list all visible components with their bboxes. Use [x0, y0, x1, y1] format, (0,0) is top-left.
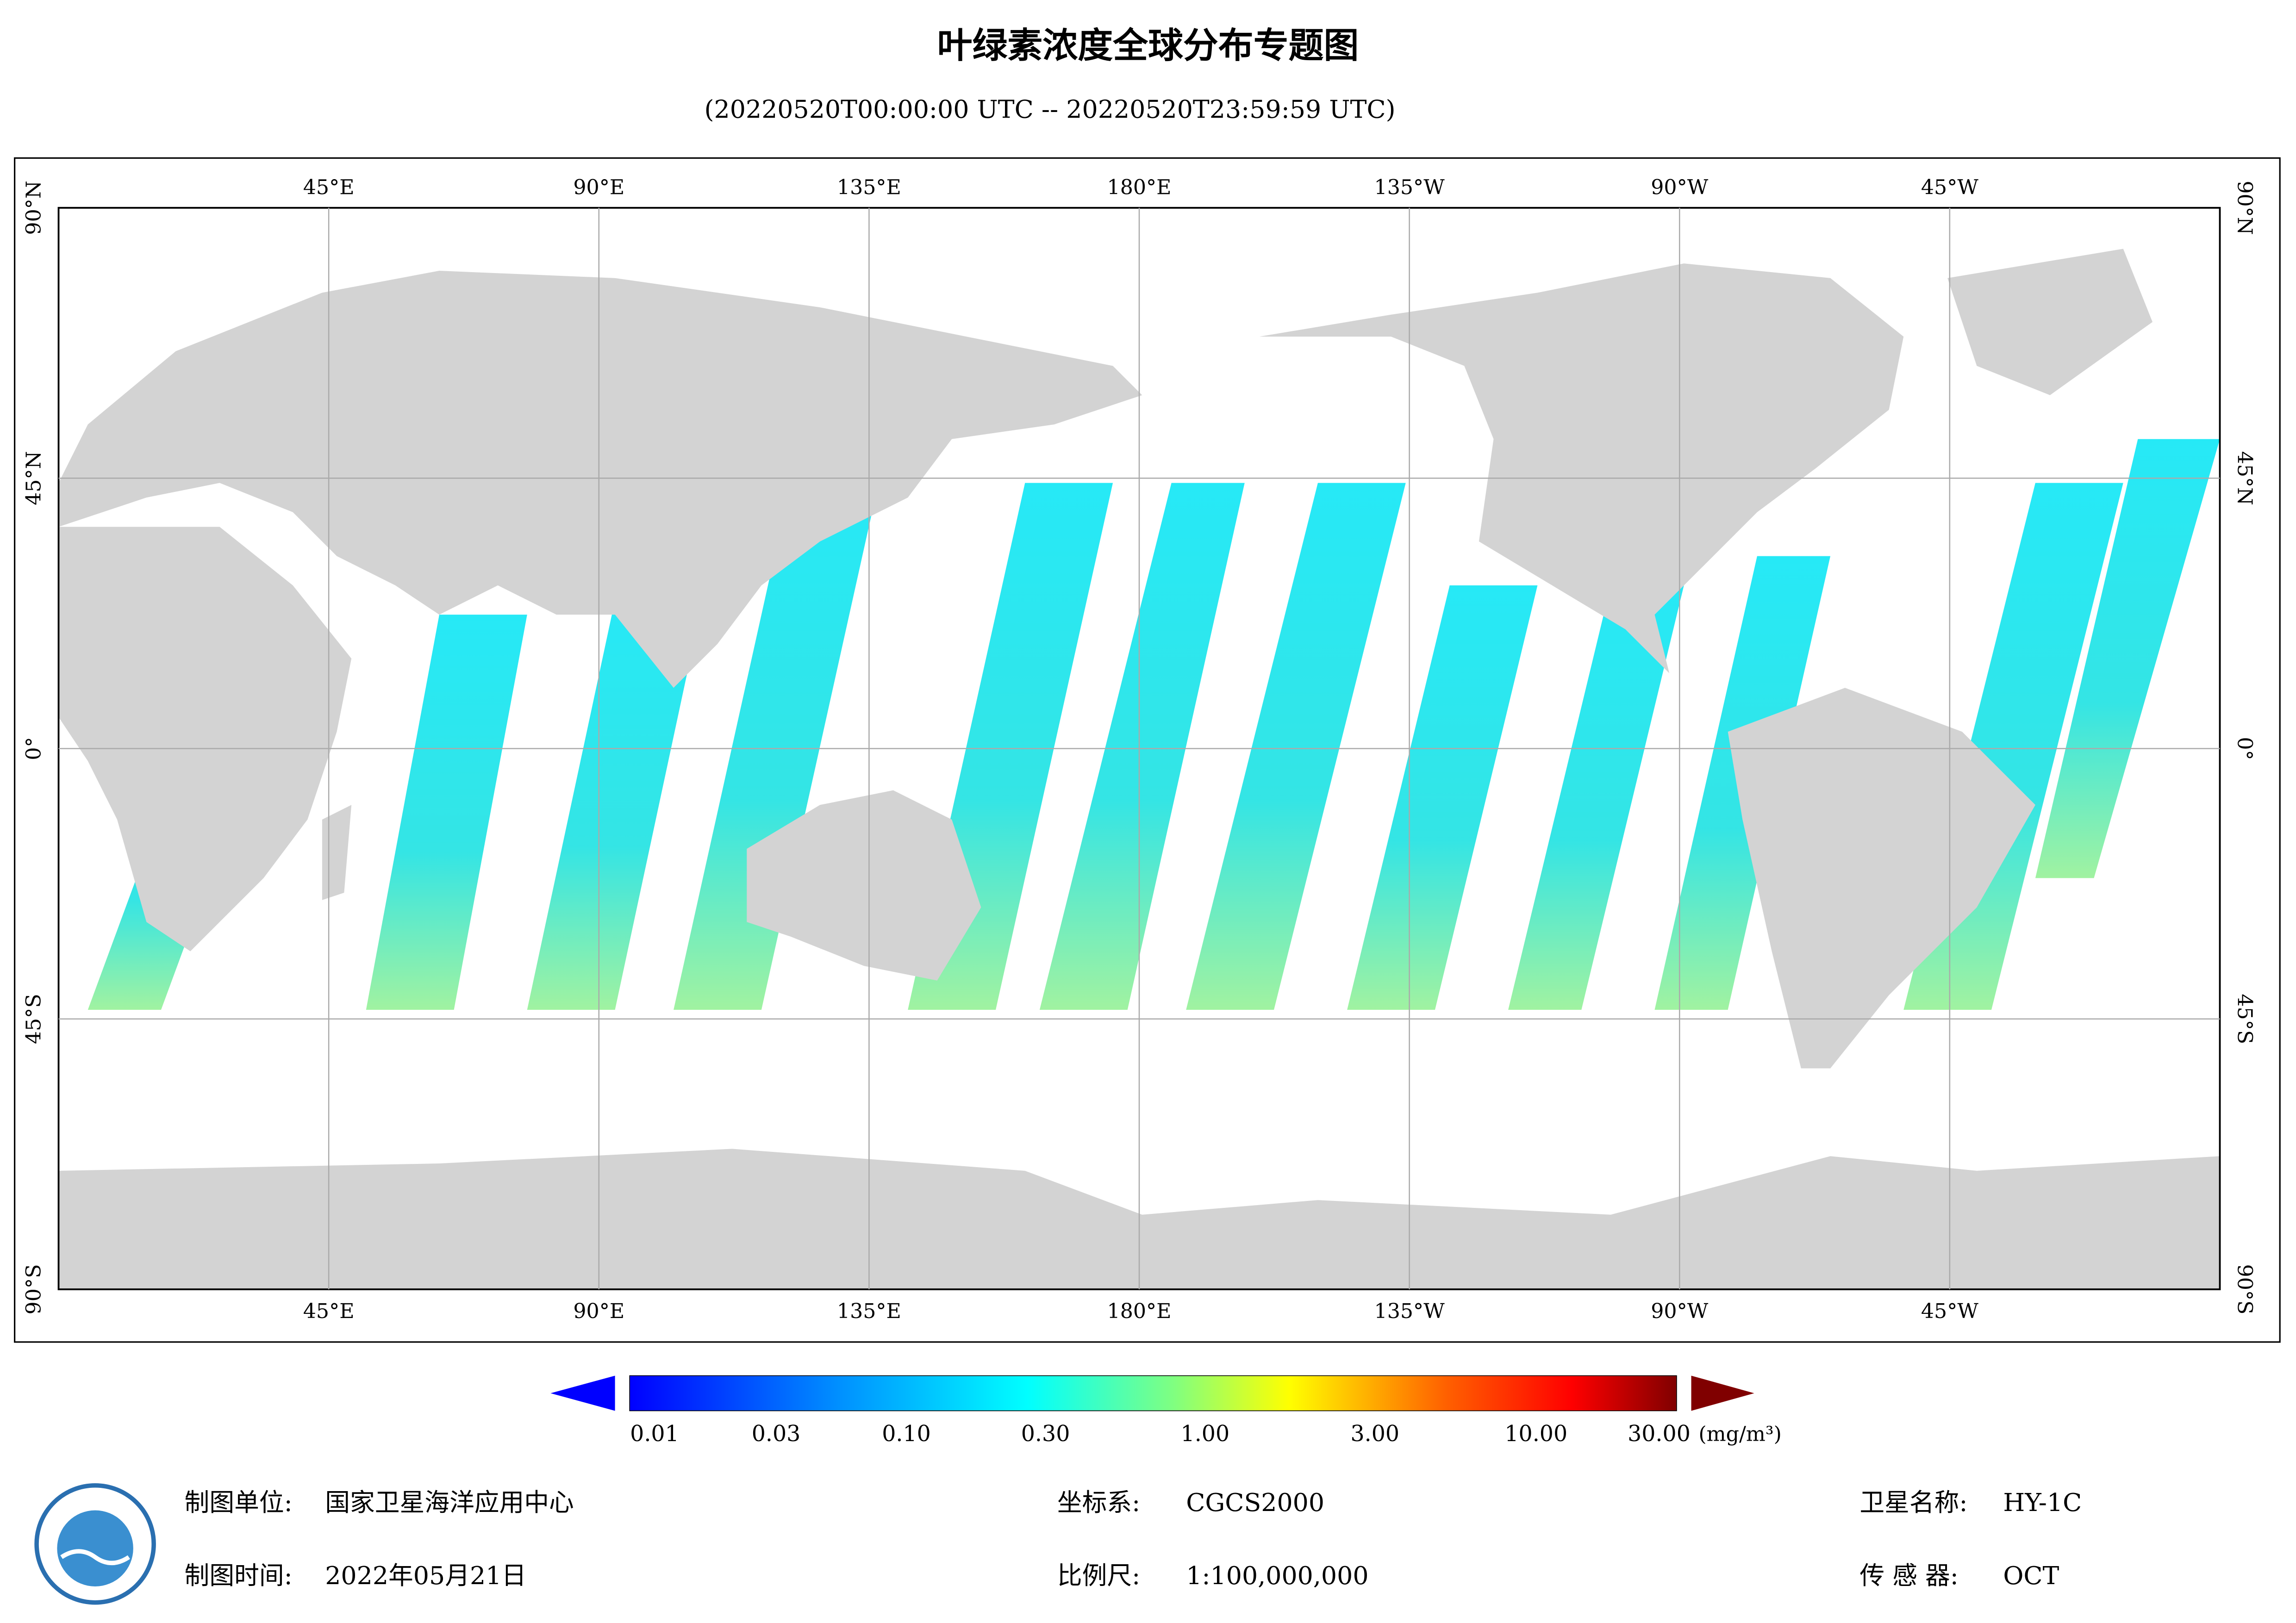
- scale: 1:100,000,000: [1186, 1561, 1368, 1590]
- lat-label-right: 45°N: [2233, 451, 2257, 505]
- lon-label-bottom: 90°W: [1651, 1300, 1708, 1323]
- crs-label: 坐标系:: [1057, 1488, 1140, 1517]
- lon-label-top: 45°E: [303, 175, 355, 199]
- unit: 国家卫星海洋应用中心: [325, 1488, 574, 1517]
- lat-label-right: 0°: [2233, 737, 2257, 760]
- lon-label-bottom: 45°E: [303, 1300, 355, 1323]
- colorbar-label: 3.00: [1350, 1421, 1399, 1447]
- lon-label-bottom: 90°E: [573, 1300, 624, 1323]
- lon-label-top: 135°E: [837, 175, 901, 199]
- lon-label-top: 135°W: [1374, 175, 1445, 199]
- map-frame: [14, 157, 2281, 1343]
- lat-label-left: 90°S: [22, 1264, 45, 1315]
- date-label: 制图时间:: [185, 1561, 293, 1590]
- satellite: HY-1C: [2003, 1488, 2082, 1517]
- subtitle: (20220520T00:00:00 UTC -- 20220520T23:59…: [705, 94, 1396, 124]
- sensor: OCT: [2003, 1561, 2059, 1590]
- lat-label-right: 90°S: [2233, 1264, 2257, 1315]
- colorbar-label: 30.00: [1628, 1421, 1691, 1447]
- colorbar-label: 0.10: [882, 1421, 931, 1447]
- colorbar-label: 10.00: [1504, 1421, 1567, 1447]
- lon-label-bottom: 180°E: [1107, 1300, 1172, 1323]
- colorbar-label: 1.00: [1181, 1421, 1230, 1447]
- colorbar-label: 0.01: [630, 1421, 679, 1447]
- lat-label-left: 45°S: [22, 994, 45, 1044]
- colorbar: [629, 1375, 1677, 1412]
- lat-label-left: 90°N: [22, 180, 45, 235]
- lon-label-bottom: 135°W: [1374, 1300, 1445, 1323]
- crs: CGCS2000: [1186, 1488, 1324, 1517]
- date: 2022年05月21日: [325, 1561, 526, 1590]
- colorbar-label: 0.03: [752, 1421, 801, 1447]
- lon-label-top: 90°W: [1651, 175, 1708, 199]
- lat-label-right: 90°N: [2233, 180, 2257, 235]
- colorbar-unit: (mg/m³): [1698, 1423, 1782, 1446]
- unit-label: 制图单位:: [185, 1488, 293, 1517]
- logo: [34, 1483, 156, 1605]
- lat-label-left: 45°N: [22, 451, 45, 505]
- colorbar-high-arrow: [1691, 1375, 1754, 1411]
- colorbar-label: 0.30: [1021, 1421, 1070, 1447]
- lon-label-top: 45°W: [1921, 175, 1978, 199]
- lon-label-bottom: 135°E: [837, 1300, 901, 1323]
- lon-label-bottom: 45°W: [1921, 1300, 1978, 1323]
- scale-label: 比例尺:: [1057, 1561, 1140, 1590]
- title: 叶绿素浓度全球分布专题图: [937, 25, 1359, 66]
- lat-label-left: 0°: [22, 737, 45, 760]
- lon-label-top: 90°E: [573, 175, 624, 199]
- sensor-label: 传 感 器:: [1859, 1561, 1959, 1590]
- lon-label-top: 180°E: [1107, 175, 1172, 199]
- satellite-label: 卫星名称:: [1859, 1488, 1967, 1517]
- lat-label-right: 45°S: [2233, 994, 2257, 1044]
- colorbar-low-arrow: [550, 1375, 615, 1411]
